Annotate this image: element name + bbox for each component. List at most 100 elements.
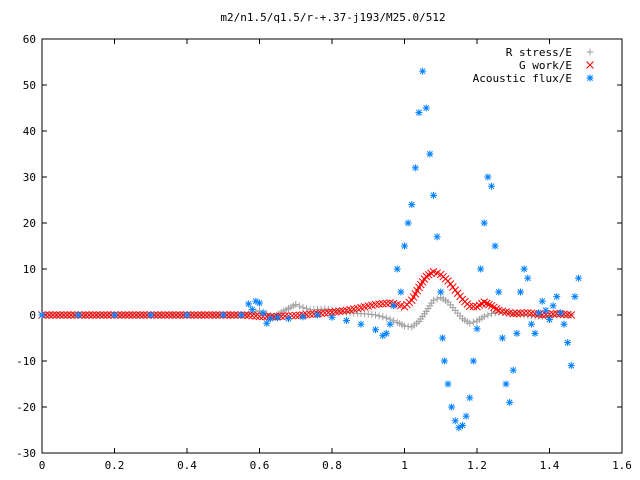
x-tick-label: 0.2 (105, 459, 125, 472)
data-point (553, 293, 561, 301)
data-point (465, 302, 474, 311)
x-tick-label: 0.4 (177, 459, 197, 472)
data-point (128, 311, 137, 319)
data-point (506, 398, 514, 406)
x-tick-label: 1.6 (612, 459, 632, 472)
data-point (233, 311, 242, 319)
y-tick-label: -20 (16, 401, 36, 414)
data-point (571, 293, 579, 301)
data-point (357, 320, 365, 328)
data-point (382, 299, 391, 308)
data-point (482, 299, 491, 308)
data-point (408, 201, 416, 209)
data-point (575, 274, 582, 282)
legend-label: Acoustic flux/E (473, 72, 572, 85)
data-point (560, 320, 568, 328)
data-point (285, 315, 292, 323)
data-point (477, 265, 485, 273)
data-point (459, 421, 466, 429)
data-point (274, 314, 282, 322)
data-point (256, 299, 263, 307)
data-point (59, 311, 68, 319)
data-point (375, 312, 383, 320)
data-point (488, 182, 495, 190)
data-point (520, 309, 528, 317)
data-point (245, 300, 253, 308)
data-point (49, 311, 57, 319)
data-point (375, 300, 383, 308)
data-point (433, 233, 441, 241)
data-point (567, 311, 576, 319)
data-point (379, 332, 387, 340)
data-point (230, 311, 238, 319)
data-point (252, 308, 260, 316)
data-point (469, 302, 478, 311)
data-point (343, 317, 350, 325)
data-point (415, 109, 423, 117)
data-point (147, 311, 155, 319)
data-point (480, 312, 488, 320)
data-point (107, 311, 115, 319)
data-point (393, 265, 401, 273)
y-tick-label: -10 (16, 355, 36, 368)
data-point (490, 303, 498, 312)
data-point (226, 311, 235, 319)
x-tick-label: 1.4 (540, 459, 560, 472)
data-point (469, 318, 477, 326)
data-point (70, 311, 79, 319)
data-point (419, 67, 427, 75)
legend-label: R stress/E (506, 46, 572, 59)
data-point (382, 314, 390, 322)
data-point (513, 309, 521, 318)
data-point (208, 311, 217, 319)
data-point (379, 313, 387, 321)
data-point (524, 274, 532, 282)
data-point (266, 315, 274, 323)
data-point (411, 164, 419, 172)
data-point (404, 219, 412, 227)
x-tick-label: 0.6 (250, 459, 270, 472)
data-point (440, 357, 448, 365)
data-point (81, 311, 90, 319)
data-point (150, 311, 159, 319)
data-point (466, 394, 474, 402)
data-point (125, 311, 133, 319)
data-point (212, 311, 220, 319)
data-point (45, 311, 54, 319)
data-point (117, 311, 126, 319)
data-point (78, 311, 86, 319)
data-point (567, 362, 575, 370)
data-point (502, 380, 510, 388)
y-tick-label: 50 (23, 79, 36, 92)
data-point (194, 311, 202, 319)
data-point (190, 311, 199, 319)
plot-frame (41, 38, 623, 454)
axes: 0 0.2 0.4 0.6 0.8 1 1.2 1.4 1.6 -30 -20 -10 0 10 20 30 4… (16, 33, 632, 472)
data-point (390, 317, 398, 325)
data-point (139, 311, 148, 319)
data-point (556, 309, 564, 317)
data-point (223, 311, 231, 319)
data-point (52, 311, 61, 319)
data-point (498, 334, 506, 342)
data-point (448, 403, 456, 411)
y-tick-label: 40 (23, 125, 36, 138)
data-point (378, 299, 387, 308)
data-point (63, 311, 72, 319)
data-point (426, 150, 434, 158)
data-point (314, 311, 321, 319)
data-point (183, 311, 191, 319)
data-point (372, 326, 379, 334)
x-tick-label: 0.8 (322, 459, 342, 472)
y-tick-label: 10 (23, 263, 36, 276)
legend-marker (586, 48, 594, 56)
data-point (328, 313, 336, 321)
data-point (390, 302, 398, 310)
data-point (168, 311, 177, 319)
data-points (38, 67, 582, 432)
data-point (248, 305, 256, 313)
data-point (473, 325, 481, 333)
legend-label: G work/E (519, 59, 572, 72)
data-point (509, 309, 518, 318)
x-tick-label: 0 (39, 459, 46, 472)
